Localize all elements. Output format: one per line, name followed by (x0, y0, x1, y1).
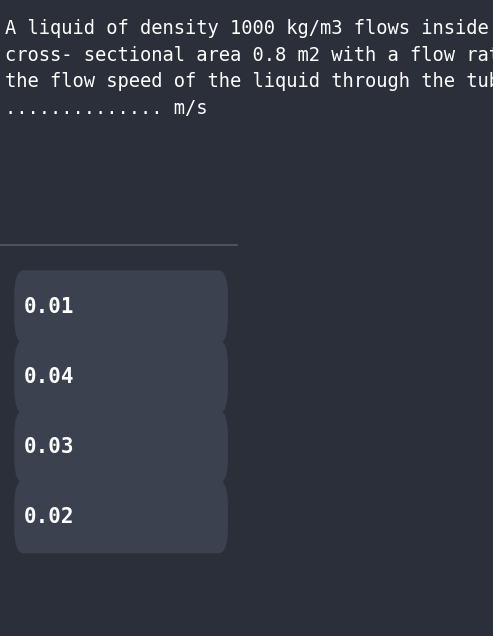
FancyBboxPatch shape (14, 270, 228, 343)
Text: A liquid of density 1000 kg/m3 flows inside a tube of
cross- sectional area 0.8 : A liquid of density 1000 kg/m3 flows ins… (5, 19, 493, 118)
FancyBboxPatch shape (14, 410, 228, 483)
Text: 0.01: 0.01 (24, 297, 74, 317)
FancyBboxPatch shape (14, 480, 228, 553)
Text: 0.04: 0.04 (24, 367, 74, 387)
FancyBboxPatch shape (14, 340, 228, 413)
Text: 0.03: 0.03 (24, 437, 74, 457)
Text: 0.02: 0.02 (24, 507, 74, 527)
